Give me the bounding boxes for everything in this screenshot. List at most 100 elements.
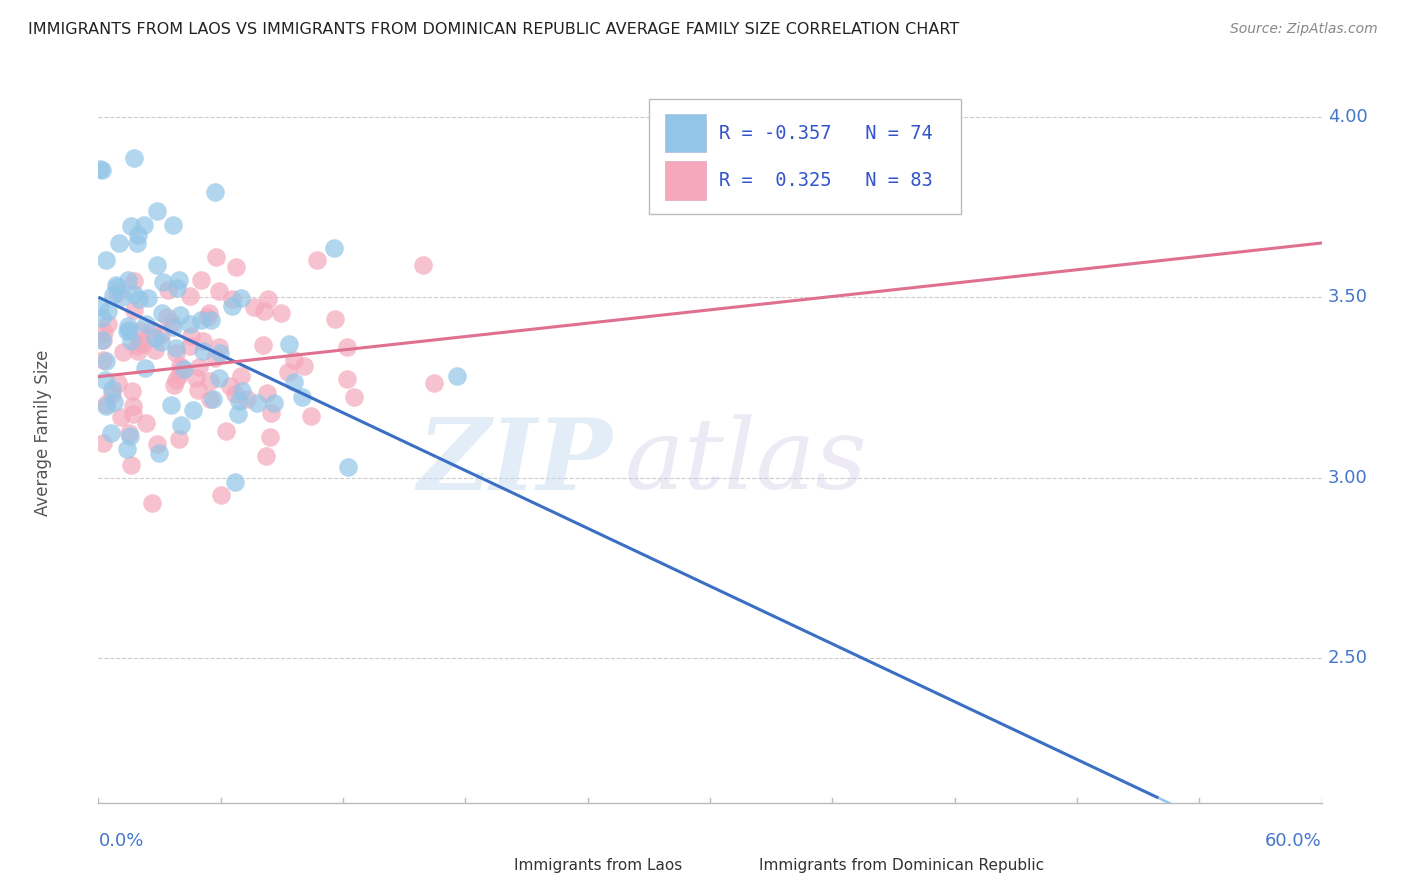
FancyBboxPatch shape (721, 857, 758, 874)
Point (115, 442, 138, 456)
Point (135, 317, 157, 331)
Point (253, 304, 276, 318)
Text: ZIP: ZIP (418, 414, 612, 510)
Point (204, 351, 226, 366)
Text: 60.0%: 60.0% (1265, 832, 1322, 850)
Point (193, 334, 215, 348)
Point (224, 475, 246, 490)
Point (100, 425, 122, 440)
Point (208, 370, 231, 384)
Point (160, 398, 183, 412)
Point (446, 369, 468, 384)
Point (173, 362, 195, 376)
Point (132, 336, 155, 351)
Point (190, 313, 212, 327)
Point (122, 151, 145, 165)
Point (322, 241, 344, 255)
Point (118, 429, 141, 443)
Point (141, 496, 163, 510)
Point (127, 343, 149, 358)
Point (101, 288, 124, 302)
Point (277, 336, 299, 351)
Text: Source: ZipAtlas.com: Source: ZipAtlas.com (1230, 22, 1378, 37)
Point (101, 382, 124, 396)
Point (228, 393, 250, 408)
Point (229, 291, 252, 305)
Point (292, 359, 315, 373)
Point (118, 323, 141, 337)
Point (93, 325, 115, 339)
Point (111, 345, 134, 359)
Point (91, 436, 114, 450)
Text: IMMIGRANTS FROM LAOS VS IMMIGRANTS FROM DOMINICAN REPUBLIC AVERAGE FAMILY SIZE C: IMMIGRANTS FROM LAOS VS IMMIGRANTS FROM … (28, 22, 959, 37)
Point (180, 329, 202, 343)
Point (120, 219, 142, 233)
Text: R =  0.325   N = 83: R = 0.325 N = 83 (718, 171, 932, 190)
Point (149, 328, 172, 343)
Point (231, 384, 253, 399)
Point (323, 312, 346, 326)
Point (200, 374, 222, 388)
Point (115, 324, 138, 338)
Point (412, 258, 434, 272)
Point (121, 400, 143, 414)
Point (209, 488, 232, 502)
Text: R = -0.357   N = 74: R = -0.357 N = 74 (718, 124, 932, 143)
Point (134, 361, 156, 376)
Text: 3.00: 3.00 (1327, 469, 1368, 487)
Point (143, 343, 166, 358)
Point (252, 338, 274, 352)
Point (101, 387, 124, 401)
Point (91, 333, 114, 347)
Point (205, 250, 228, 264)
Text: 2.50: 2.50 (1327, 649, 1368, 667)
Point (141, 323, 163, 337)
Text: atlas: atlas (624, 415, 868, 510)
Point (160, 316, 183, 330)
Point (423, 376, 446, 390)
FancyBboxPatch shape (477, 857, 513, 874)
Point (127, 228, 149, 243)
Point (200, 392, 222, 406)
Point (165, 373, 187, 387)
Point (135, 416, 157, 430)
Point (186, 371, 208, 385)
Point (90, 162, 112, 177)
Point (163, 377, 186, 392)
Point (108, 235, 131, 250)
Text: Immigrants from Laos: Immigrants from Laos (515, 858, 682, 873)
Point (305, 252, 328, 267)
Point (259, 430, 281, 444)
Point (208, 284, 231, 298)
Point (215, 424, 238, 438)
Point (254, 449, 277, 463)
Point (118, 426, 141, 441)
Text: Immigrants from Dominican Republic: Immigrants from Dominican Republic (759, 858, 1045, 873)
Point (105, 279, 128, 293)
Point (97, 317, 120, 331)
Point (97, 304, 120, 318)
Point (170, 417, 193, 432)
Point (225, 260, 247, 275)
Point (125, 236, 148, 251)
Point (146, 258, 169, 272)
Point (167, 432, 190, 446)
Point (94, 373, 117, 387)
Point (156, 283, 179, 297)
Point (172, 361, 194, 376)
Point (208, 345, 231, 359)
Text: Average Family Size: Average Family Size (34, 350, 52, 516)
Point (165, 345, 187, 359)
Point (201, 392, 224, 407)
Point (110, 409, 132, 424)
Point (134, 218, 156, 232)
Point (122, 407, 145, 421)
Point (221, 292, 243, 306)
Point (283, 375, 305, 389)
Point (122, 303, 145, 318)
Point (89, 299, 111, 313)
Point (291, 390, 314, 404)
Point (128, 292, 150, 306)
Text: 0.0%: 0.0% (98, 832, 143, 850)
Point (162, 218, 184, 232)
